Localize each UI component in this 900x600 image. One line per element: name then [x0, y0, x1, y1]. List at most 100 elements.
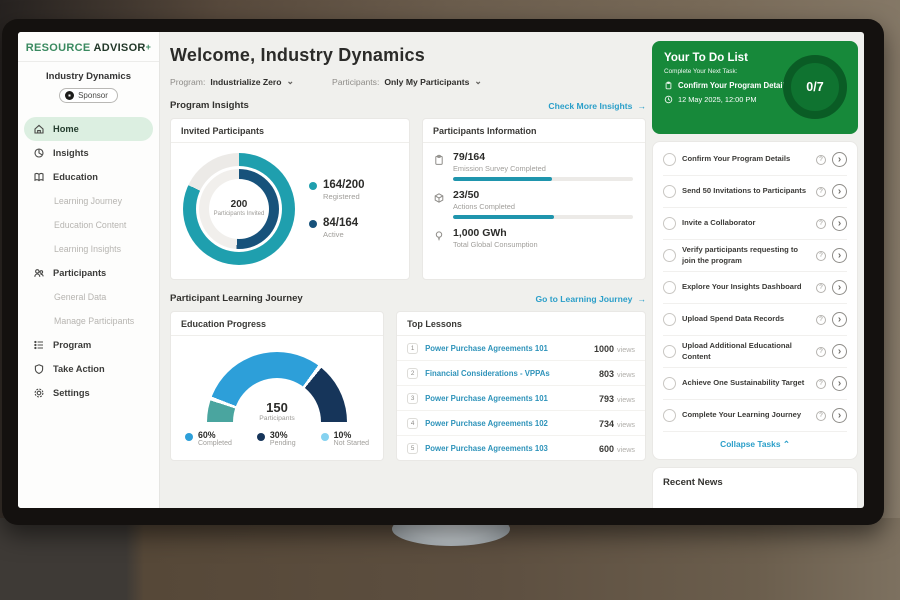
task-row-confirm-program[interactable]: Confirm Your Program Details ? › — [663, 144, 847, 176]
legend-item-pending: 30% Pending — [257, 430, 296, 447]
sidebar-item-label: Take Action — [53, 364, 105, 374]
invited-donut-center: 200 Participants Invited — [209, 179, 269, 239]
chevron-right-icon[interactable]: › — [832, 376, 847, 391]
help-icon[interactable]: ? — [816, 379, 826, 389]
sidebar-nav: Home Insights Education Learning Journey… — [18, 117, 159, 405]
sidebar-item-label: Program — [53, 340, 91, 350]
sidebar-item-take-action[interactable]: Take Action — [18, 357, 159, 381]
bulb-icon — [433, 230, 445, 242]
lesson-link[interactable]: Power Purchase Agreements 103 — [425, 444, 592, 453]
program-filter-value: Industrialize Zero — [210, 77, 281, 87]
sidebar-item-insights[interactable]: Insights — [18, 141, 159, 165]
task-label: Invite a Collaborator — [682, 218, 810, 228]
help-icon[interactable]: ? — [816, 411, 826, 421]
recent-news-card: Recent News — [652, 467, 858, 508]
chevron-right-icon[interactable]: › — [832, 312, 847, 327]
legend-item-not-started: 10% Not Started — [321, 430, 369, 447]
sponsor-icon — [65, 91, 74, 100]
task-checkbox[interactable] — [663, 313, 676, 326]
sidebar-item-education[interactable]: Education — [18, 165, 159, 189]
sidebar-item-label: Settings — [53, 388, 90, 398]
sidebar-item-general-data[interactable]: General Data — [18, 285, 159, 309]
legend-dot — [321, 433, 329, 441]
lesson-link[interactable]: Power Purchase Agreements 101 — [425, 394, 592, 403]
task-row-invite-collaborator[interactable]: Invite a Collaborator ? › — [663, 208, 847, 240]
task-row-verify-participants[interactable]: Verify participants requesting to join t… — [663, 240, 847, 272]
sponsor-badge-wrap: Sponsor — [18, 87, 159, 105]
progress-fill — [453, 215, 554, 219]
chevron-right-icon[interactable]: › — [832, 408, 847, 423]
task-row-send-invitations[interactable]: Send 50 Invitations to Participants ? › — [663, 176, 847, 208]
task-checkbox[interactable] — [663, 153, 676, 166]
task-checkbox[interactable] — [663, 409, 676, 422]
collapse-tasks-link[interactable]: Collapse Tasks ⌃ — [663, 432, 847, 457]
sidebar-item-program[interactable]: Program — [18, 333, 159, 357]
filter-bar: Program: Industrialize Zero ⌄ Participan… — [170, 76, 646, 87]
task-checkbox[interactable] — [663, 185, 676, 198]
chevron-up-icon: ⌃ — [783, 439, 790, 449]
help-icon[interactable]: ? — [816, 315, 826, 325]
sidebar-item-settings[interactable]: Settings — [18, 381, 159, 405]
task-checkbox[interactable] — [663, 217, 676, 230]
task-label: Upload Spend Data Records — [682, 314, 810, 324]
chevron-right-icon[interactable]: › — [832, 248, 847, 263]
brand-logo: RESOURCE ADVISOR+ — [18, 32, 159, 62]
task-row-upload-educational-content[interactable]: Upload Additional Educational Content ? … — [663, 336, 847, 368]
lesson-link[interactable]: Power Purchase Agreements 102 — [425, 419, 592, 428]
program-insights-header: Program Insights Check More Insights → — [170, 100, 646, 111]
chevron-right-icon[interactable]: › — [832, 152, 847, 167]
help-icon[interactable]: ? — [816, 187, 826, 197]
lesson-link[interactable]: Financial Considerations - VPPAs — [425, 369, 592, 378]
todo-progress-ring: 0/7 — [783, 55, 847, 119]
task-row-upload-spend-data[interactable]: Upload Spend Data Records ? › — [663, 304, 847, 336]
legend-value: 30% — [270, 430, 296, 440]
check-more-insights-link[interactable]: Check More Insights → — [548, 101, 646, 111]
task-row-complete-learning-journey[interactable]: Complete Your Learning Journey ? › — [663, 400, 847, 432]
views-suffix: views — [617, 370, 635, 379]
chevron-right-icon[interactable]: › — [832, 344, 847, 359]
legend-dot — [185, 433, 193, 441]
legend-dot — [257, 433, 265, 441]
sidebar-item-participants[interactable]: Participants — [18, 261, 159, 285]
sidebar-item-education-content[interactable]: Education Content — [18, 213, 159, 237]
chevron-right-icon[interactable]: › — [832, 216, 847, 231]
go-to-learning-journey-link[interactable]: Go to Learning Journey → — [535, 294, 646, 304]
education-progress-card: Education Progress 150 Participants 60% — [170, 311, 384, 461]
lesson-views: 793 — [599, 394, 614, 404]
lesson-views: 803 — [599, 369, 614, 379]
task-label: Explore Your Insights Dashboard — [682, 282, 810, 292]
education-progress-chart: 150 Participants — [207, 352, 347, 422]
list-icon — [33, 339, 45, 351]
invited-center-label: Participants Invited — [213, 211, 265, 219]
help-icon[interactable]: ? — [816, 155, 826, 165]
stat-label: Emission Survey Completed — [453, 164, 633, 173]
clipboard-icon — [433, 154, 445, 166]
invited-legend: 164/200 Registered 84/164 Active — [309, 179, 365, 239]
lesson-rank: 4 — [407, 418, 418, 429]
chevron-right-icon[interactable]: › — [832, 184, 847, 199]
task-checkbox[interactable] — [663, 377, 676, 390]
task-row-achieve-sustainability-target[interactable]: Achieve One Sustainability Target ? › — [663, 368, 847, 400]
stat-label: Total Global Consumption — [453, 240, 633, 249]
task-checkbox[interactable] — [663, 345, 676, 358]
sidebar-item-learning-journey[interactable]: Learning Journey — [18, 189, 159, 213]
card-title: Education Progress — [171, 312, 383, 336]
lesson-row: 4 Power Purchase Agreements 102 734views — [397, 411, 645, 436]
cube-icon — [433, 192, 445, 204]
help-icon[interactable]: ? — [816, 219, 826, 229]
help-icon[interactable]: ? — [816, 283, 826, 293]
help-icon[interactable]: ? — [816, 251, 826, 261]
shield-icon — [33, 363, 45, 375]
task-checkbox[interactable] — [663, 281, 676, 294]
stat-actions-completed: 23/50 Actions Completed — [423, 181, 645, 219]
sidebar-item-learning-insights[interactable]: Learning Insights — [18, 237, 159, 261]
lesson-link[interactable]: Power Purchase Agreements 101 — [425, 344, 587, 353]
program-filter-dropdown[interactable]: Program: Industrialize Zero ⌄ — [170, 76, 294, 87]
chevron-right-icon[interactable]: › — [832, 280, 847, 295]
sidebar-item-home[interactable]: Home — [24, 117, 153, 141]
help-icon[interactable]: ? — [816, 347, 826, 357]
task-checkbox[interactable] — [663, 249, 676, 262]
sidebar-item-manage-participants[interactable]: Manage Participants — [18, 309, 159, 333]
task-row-explore-insights[interactable]: Explore Your Insights Dashboard ? › — [663, 272, 847, 304]
participants-filter-dropdown[interactable]: Participants: Only My Participants ⌄ — [332, 76, 482, 87]
